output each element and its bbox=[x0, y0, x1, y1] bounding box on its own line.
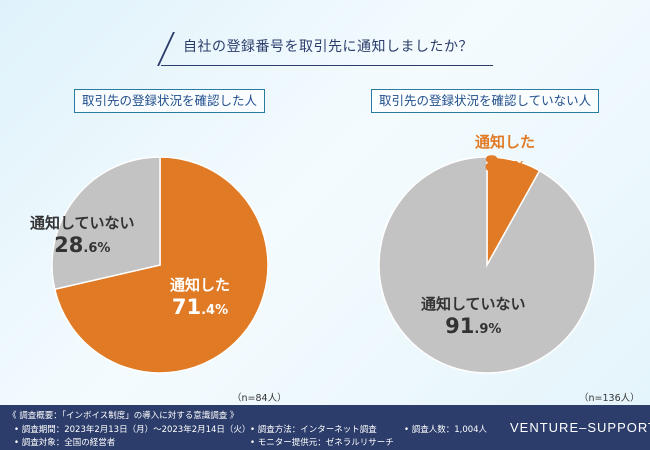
survey-count: • 調査人数：1,004人 bbox=[404, 425, 488, 435]
chart-title: 自社の登録番号を取引先に通知しましたか？ bbox=[183, 39, 473, 55]
right-slice-notified-yes-label: 通知した 8.1% bbox=[475, 133, 536, 176]
left-slice-notified-no-label: 通知していない 28.6% bbox=[30, 214, 135, 257]
left-sample-size: （n=84人） bbox=[232, 393, 287, 404]
left-slice-notified-no bbox=[51, 156, 161, 291]
right-slice-notified-no bbox=[378, 156, 596, 374]
right-chart-subtitle: 取引先の登録状況を確認していない人 bbox=[371, 89, 600, 113]
survey-method: • 調査方法：インターネット調査 bbox=[250, 425, 377, 435]
left-pie bbox=[51, 156, 269, 374]
brand-logo: VENTURE–SUPPORT bbox=[510, 420, 650, 435]
right-pie bbox=[378, 156, 596, 374]
survey-period: • 調査期間：2023年2月13日（月）〜2023年2月14日（火） bbox=[14, 425, 251, 435]
survey-overview: 《 調査概要：「インボイス制度」の導入に対する意識調査 》 bbox=[8, 411, 239, 421]
left-slice-notified-yes bbox=[53, 156, 269, 374]
title-box: 自社の登録番号を取引先に通知しましたか？ bbox=[157, 29, 493, 66]
survey-target: • 調査対象：全国の経営者 bbox=[14, 438, 116, 448]
left-slice-notified-yes-label: 通知した 71.4% bbox=[170, 276, 231, 319]
right-slice-notified-no-label: 通知していない 91.9% bbox=[421, 295, 526, 338]
footer: 《 調査概要：「インボイス制度」の導入に対する意識調査 》 • 調査期間：202… bbox=[0, 405, 650, 450]
left-chart-subtitle: 取引先の登録状況を確認した人 bbox=[74, 89, 266, 113]
monitor-provider: • モニター提供元：ゼネラルリサーチ bbox=[250, 438, 394, 448]
right-sample-size: （n=136人） bbox=[579, 393, 640, 404]
